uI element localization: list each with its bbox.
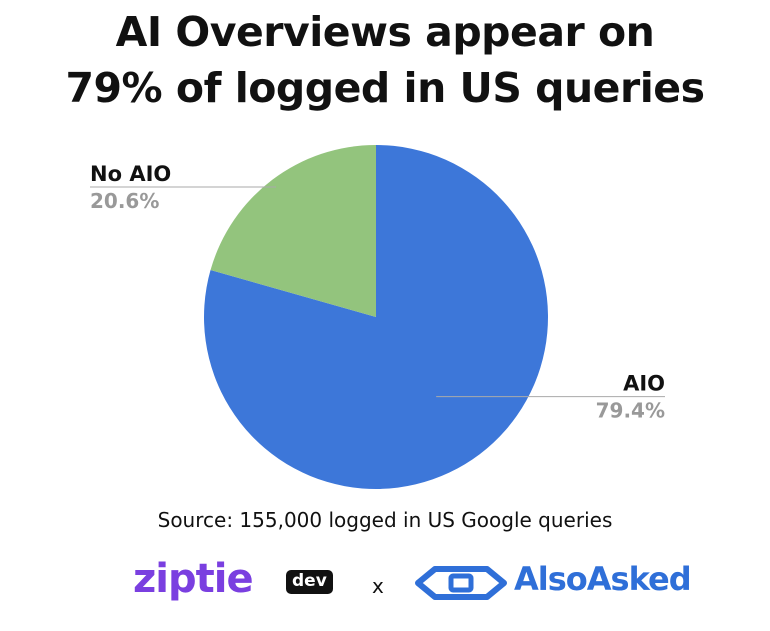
dev-badge: dev [286, 570, 333, 594]
alsoasked-logo-icon [415, 566, 507, 600]
page-title: AI Overviews appear on 79% of logged in … [0, 4, 770, 116]
times-separator: x [372, 574, 384, 598]
alsoasked-logo-text: AlsoAsked [514, 560, 692, 598]
title-line-1: AI Overviews appear on [115, 8, 655, 56]
slice-label-aio: AIO [623, 372, 665, 396]
title-line-2: 79% of logged in US queries [65, 64, 705, 112]
slice-value-aio: 79.4% [596, 399, 665, 423]
slice-value-no-aio: 20.6% [90, 189, 159, 213]
slice-label-no-aio: No AIO [90, 162, 171, 186]
pie-slice-no-aio [210, 145, 376, 317]
logos-row: ziptie dev x AlsoAsked [0, 556, 770, 608]
source-note: Source: 155,000 logged in US Google quer… [157, 508, 613, 532]
ziptie-logo: ziptie [133, 556, 254, 602]
pie-chart: AIO 79.4% No AIO 20.6% [90, 145, 665, 490]
